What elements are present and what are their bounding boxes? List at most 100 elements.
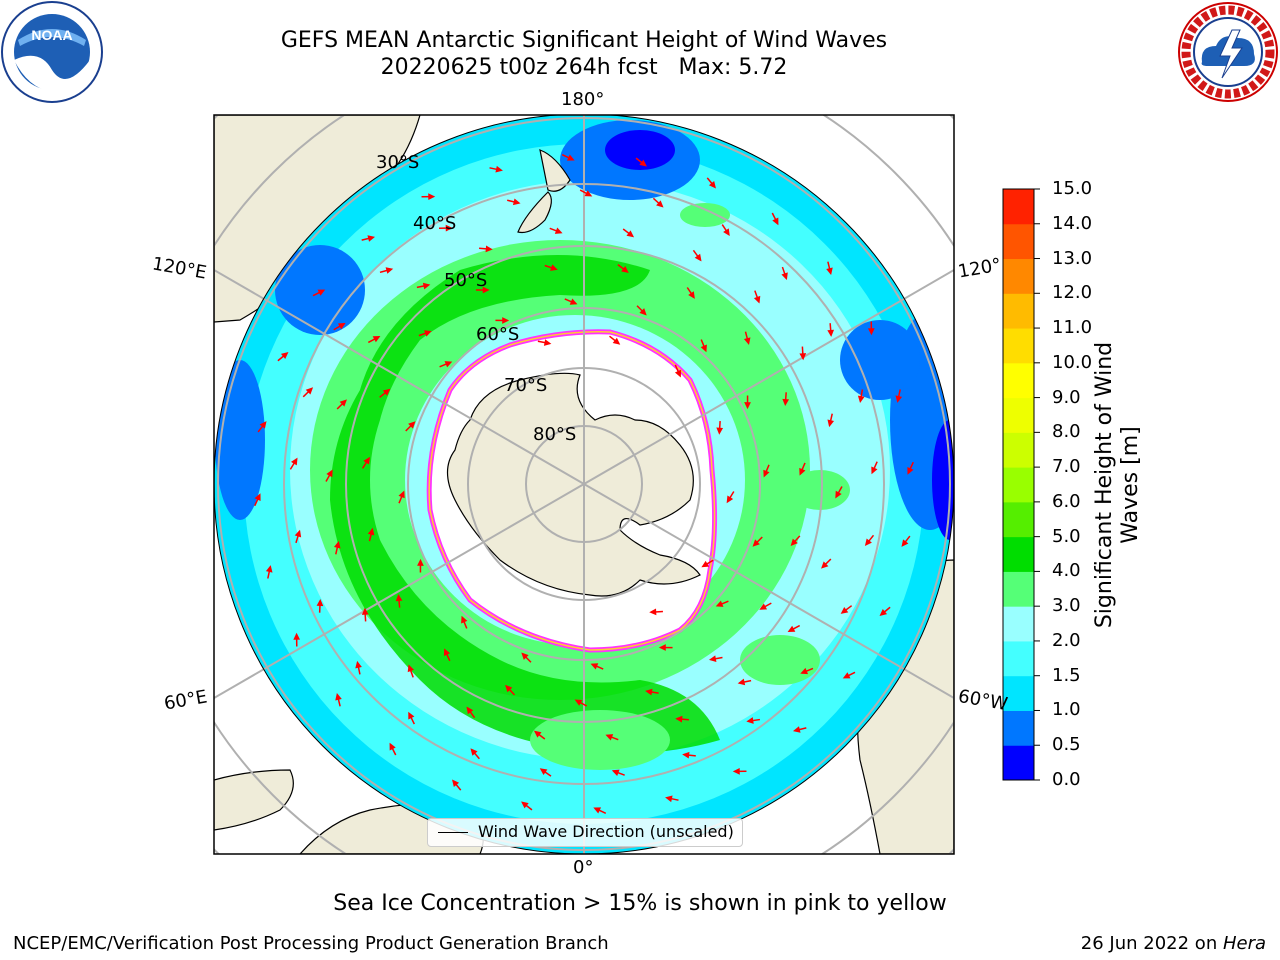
wind-wave-arrowhead	[566, 154, 575, 161]
wind-wave-arrowhead	[842, 672, 851, 679]
colorbar-tick-label: 3.0	[1052, 595, 1081, 617]
wind-wave-arrowhead	[452, 779, 460, 788]
wind-wave-arrowhead	[333, 540, 341, 549]
lat-label-60s: 60°S	[476, 324, 520, 345]
lat-label-50s: 50°S	[444, 270, 488, 291]
wind-wave-arrowhead	[682, 751, 690, 759]
colorbar-segment	[1003, 258, 1034, 294]
wind-wave-arrowhead	[708, 655, 717, 662]
colorbar-segment	[1003, 223, 1034, 260]
wind-wave-arrowhead	[512, 198, 521, 206]
wind-wave-arrowhead	[840, 607, 849, 614]
wind-wave-arrowhead	[799, 353, 807, 361]
lat-label-70s: 70°S	[504, 375, 548, 396]
colorbar-tick-label: 13.0	[1052, 247, 1093, 269]
wind-wave-arrowhead	[389, 742, 396, 751]
colorbar	[1002, 188, 1040, 781]
colorbar-tick-label: 10.0	[1052, 351, 1093, 373]
wind-wave-arrowhead	[361, 607, 369, 615]
colorbar-segment	[1003, 606, 1034, 642]
wind-wave-arrowhead	[674, 369, 682, 378]
wind-wave-arrowhead	[543, 339, 552, 346]
wind-wave-arrowhead	[424, 330, 432, 337]
wind-wave-arrowhead	[753, 295, 761, 304]
wind-wave-arrowhead	[291, 457, 298, 466]
colorbar-tick-label: 2.0	[1052, 629, 1081, 651]
colorbar-segment	[1003, 640, 1034, 677]
colorbar-segment	[1003, 467, 1034, 503]
wind-wave-arrowhead	[466, 706, 474, 715]
wind-wave-arrowhead	[782, 398, 790, 407]
sea-ice-note: Sea Ice Concentration > 15% is shown in …	[333, 891, 947, 916]
wind-wave-arrowhead	[752, 539, 760, 547]
wind-wave-arrowhead	[417, 558, 424, 566]
wind-wave-arrowhead	[688, 291, 695, 299]
wind-wave-arrowhead	[611, 769, 620, 776]
wind-wave-arrowhead	[867, 328, 875, 336]
colorbar-segment	[1003, 397, 1034, 433]
wind-wave-arrowhead	[363, 456, 370, 465]
wind-wave-arrowhead	[790, 538, 798, 547]
wind-wave-arrowhead	[382, 388, 391, 396]
wind-wave-arrowhead	[871, 466, 878, 475]
wind-wave-arrowhead	[398, 490, 405, 499]
map-legend: Wind Wave Direction (unscaled)	[427, 818, 743, 847]
wind-wave-arrowhead	[335, 692, 342, 701]
wind-wave-arrowhead	[265, 565, 273, 573]
wind-wave-arrowhead	[495, 165, 503, 173]
wind-wave-arrowhead	[701, 560, 710, 568]
wind-wave-arrowhead	[827, 329, 835, 337]
wind-wave-arrowhead	[626, 230, 635, 238]
wind-wave-arrowhead	[461, 615, 468, 624]
wind-wave-arrowhead	[593, 807, 602, 814]
wind-wave-arrowhead	[723, 228, 730, 237]
wind-wave-arrowhead	[367, 527, 375, 536]
wind-wave-arrowhead	[505, 684, 513, 693]
land-new-zealand	[539, 149, 571, 192]
wind-wave-arrowhead	[772, 217, 779, 226]
chart-title: GEFS MEAN Antarctic Significant Height o…	[280, 28, 888, 53]
colorbar-segment	[1003, 745, 1034, 781]
wind-wave-arrowhead	[857, 395, 865, 404]
wind-wave-arrowhead	[367, 235, 376, 242]
colorbar-segment	[1003, 362, 1034, 399]
wind-wave-arrowhead	[700, 344, 707, 353]
wind-wave-arrowhead	[355, 660, 362, 669]
colorbar-tick-label: 6.0	[1052, 490, 1081, 512]
wind-wave-arrowhead	[907, 466, 914, 475]
wind-wave-arrowhead	[726, 495, 734, 504]
wind-wave-arrowhead	[715, 600, 724, 607]
wind-wave-arrowhead	[395, 594, 403, 602]
wind-wave-arrowhead	[293, 632, 301, 640]
wind-wave-arrowhead	[502, 317, 510, 324]
colorbar-tick-label: 4.0	[1052, 560, 1081, 582]
wind-wave-arrowhead	[316, 598, 324, 607]
wind-wave-arrowhead	[827, 419, 835, 428]
wind-wave-arrowhead	[821, 561, 829, 569]
lat-label-30s: 30°S	[376, 152, 420, 173]
wind-wave-arrowhead	[799, 467, 806, 476]
wind-wave-arrowhead	[485, 245, 493, 253]
wind-wave-arrowhead	[743, 337, 751, 345]
wind-wave-arrowhead	[317, 289, 326, 296]
colorbar-tick-label: 1.5	[1052, 664, 1081, 686]
wind-wave-arrowhead	[385, 267, 394, 274]
lon-label-180: 180°	[561, 89, 605, 110]
wind-wave-arrowhead	[732, 767, 740, 775]
colorbar-tick-label: 1.0	[1052, 699, 1081, 721]
legend-label: Wind Wave Direction (unscaled)	[478, 822, 734, 841]
wind-wave-arrowhead	[574, 699, 583, 706]
wind-wave-arrowhead	[675, 715, 683, 723]
wind-wave-arrowhead	[569, 298, 578, 305]
wind-wave-arrowhead	[665, 795, 673, 803]
wind-wave-arrowhead	[259, 421, 267, 429]
wind-wave-arrowhead	[826, 267, 833, 276]
wind-wave-arrowhead	[895, 395, 903, 403]
colorbar-segment	[1003, 189, 1034, 225]
wind-wave-arrowhead	[305, 387, 314, 395]
wind-wave-arrowhead	[835, 490, 842, 499]
nws-logo-icon	[1178, 2, 1278, 102]
legend-line-icon	[438, 832, 468, 833]
wind-wave-arrowhead	[326, 469, 333, 478]
